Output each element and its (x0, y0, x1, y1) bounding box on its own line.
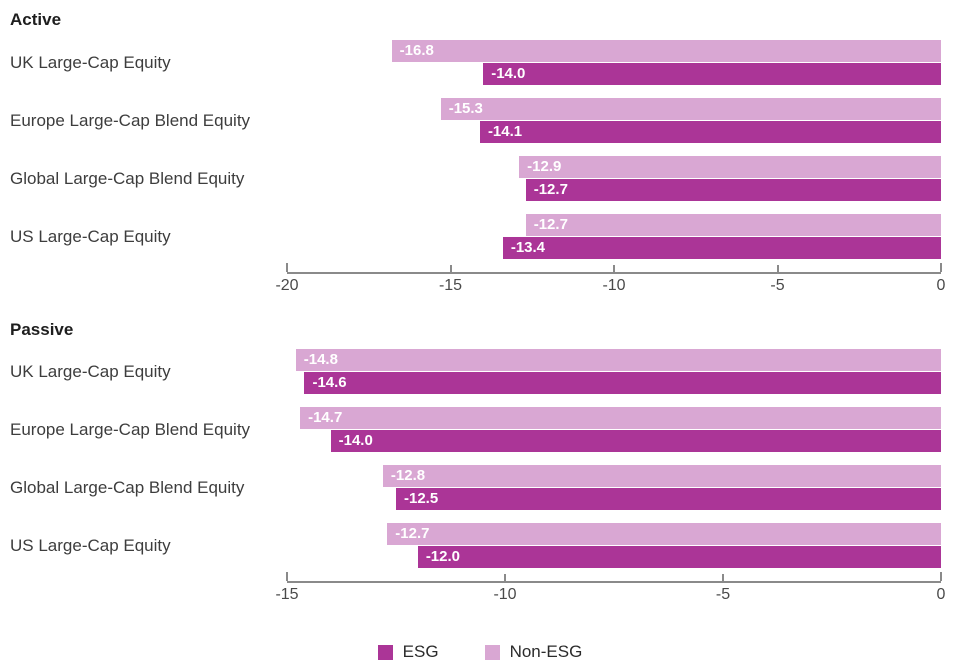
legend: ESG Non-ESG (0, 642, 960, 662)
axis-tick (940, 263, 942, 272)
bar-pair: -16.8 -14.0 (287, 40, 941, 85)
axis-tick-label: 0 (936, 277, 946, 294)
bar-value-label: -14.0 (491, 65, 526, 82)
bar-value-label: -14.1 (487, 123, 523, 140)
axis-tick (504, 574, 506, 581)
category-row: US Large-Cap Equity -12.7 -13.4 (0, 214, 960, 259)
bar-value-label: -14.6 (312, 374, 347, 391)
x-axis-passive: -15 -10 -5 0 (275, 572, 945, 611)
bar-non-esg: -12.9 (519, 156, 941, 178)
category-label: Europe Large-Cap Blend Equity (10, 419, 251, 439)
section-passive: Passive UK Large-Cap Equity -14.8 -14.6 Euro… (0, 302, 960, 611)
axis-tick-label: -15 (275, 586, 299, 603)
category-row: UK Large-Cap Equity -14.8 -14.6 (0, 349, 960, 394)
category-row: UK Large-Cap Equity -16.8 -14.0 (0, 40, 960, 85)
bar-value-label: -12.5 (404, 490, 439, 507)
bar-value-label: -12.7 (395, 525, 430, 542)
section-title-passive: Passive (10, 320, 74, 339)
category-row: Europe Large-Cap Blend Equity -14.7 -14.0 (0, 407, 960, 452)
x-axis-active: -20 -15 -10 -5 0 (275, 263, 945, 302)
bar-value-label: -12.7 (533, 181, 568, 198)
bar-esg: -14.0 (330, 430, 941, 452)
bar-esg: -12.7 (525, 179, 941, 201)
legend-label-non-esg: Non-ESG (509, 642, 583, 661)
bar-esg: -14.6 (304, 372, 941, 394)
category-row: US Large-Cap Equity -12.7 -12.0 (0, 523, 960, 568)
axis-tick (286, 572, 288, 581)
bar-esg: -14.0 (483, 63, 941, 85)
bar-non-esg: -12.7 (387, 523, 941, 545)
bar-esg: -12.5 (396, 488, 941, 510)
category-label: Europe Large-Cap Blend Equity (10, 110, 251, 130)
category-label: UK Large-Cap Equity (10, 52, 171, 72)
bar-non-esg: -15.3 (440, 98, 941, 120)
non-esg-swatch-icon (484, 644, 500, 660)
bar-pair: -14.7 -14.0 (287, 407, 941, 452)
legend-item-esg: ESG (377, 642, 439, 662)
axis-tick-label: -10 (493, 586, 517, 603)
bar-value-label: -12.8 (390, 467, 426, 484)
category-row: Global Large-Cap Blend Equity -12.8 -12.5 (0, 465, 960, 510)
bar-value-label: -13.4 (510, 239, 546, 256)
bar-pair: -12.8 -12.5 (287, 465, 941, 510)
section-title-active: Active (10, 10, 62, 29)
bar-non-esg: -16.8 (391, 40, 941, 62)
bar-pair: -12.7 -12.0 (287, 523, 941, 568)
rows-passive: UK Large-Cap Equity -14.8 -14.6 Europe Larg… (0, 349, 960, 568)
axis-tick (940, 572, 942, 581)
bar-value-label: -15.3 (448, 100, 483, 117)
category-label: US Large-Cap Equity (10, 535, 171, 555)
bar-pair: -12.9 -12.7 (287, 156, 941, 201)
bar-esg: -12.0 (417, 546, 941, 568)
chart-root: Active UK Large-Cap Equity -16.8 -14.0 Europ… (0, 0, 960, 611)
bar-value-label: -14.8 (303, 351, 338, 368)
category-label: US Large-Cap Equity (10, 226, 171, 246)
legend-item-non-esg: Non-ESG (484, 642, 583, 662)
bar-value-label: -12.0 (425, 548, 461, 565)
section-active: Active UK Large-Cap Equity -16.8 -14.0 Europ… (0, 0, 960, 302)
bar-esg: -13.4 (502, 237, 941, 259)
bar-pair: -15.3 -14.1 (287, 98, 941, 143)
axis-tick-label: -5 (770, 277, 785, 294)
category-row: Global Large-Cap Blend Equity -12.9 -12.7 (0, 156, 960, 201)
axis-tick-label: -20 (275, 277, 299, 294)
legend-label-esg: ESG (402, 642, 439, 661)
x-axis-line (287, 581, 941, 583)
bar-value-label: -16.8 (399, 42, 434, 59)
bar-pair: -12.7 -13.4 (287, 214, 941, 259)
bar-value-label: -12.9 (527, 158, 562, 175)
bar-value-label: -14.0 (338, 432, 373, 449)
bar-esg: -14.1 (479, 121, 941, 143)
category-label: UK Large-Cap Equity (10, 361, 171, 381)
axis-tick (776, 265, 779, 272)
axis-tick (286, 263, 288, 272)
axis-tick-label: -5 (715, 586, 731, 603)
axis-tick (613, 265, 615, 272)
rows-active: UK Large-Cap Equity -16.8 -14.0 Europe Larg… (0, 40, 960, 259)
bar-non-esg: -12.7 (525, 214, 941, 236)
bar-non-esg: -14.7 (300, 407, 941, 429)
bar-value-label: -12.7 (533, 216, 568, 233)
category-label: Global Large-Cap Blend Equity (10, 168, 245, 188)
axis-tick-label: -15 (438, 277, 463, 294)
category-row: Europe Large-Cap Blend Equity -15.3 -14.1 (0, 98, 960, 143)
category-label: Global Large-Cap Blend Equity (10, 477, 245, 497)
axis-tick (722, 574, 724, 581)
esg-swatch-icon (377, 644, 393, 660)
bar-pair: -14.8 -14.6 (287, 349, 941, 394)
bar-non-esg: -12.8 (382, 465, 941, 487)
axis-tick (449, 265, 452, 272)
axis-tick-label: -10 (602, 277, 626, 294)
x-axis-line (287, 272, 941, 274)
axis-tick-label: 0 (936, 586, 946, 603)
bar-non-esg: -14.8 (295, 349, 941, 371)
bar-value-label: -14.7 (308, 409, 343, 426)
